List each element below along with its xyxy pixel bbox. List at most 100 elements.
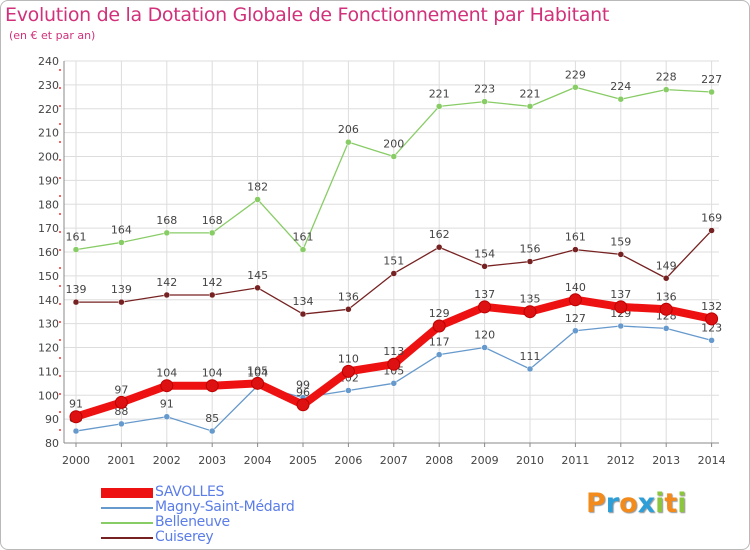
data-label: 132 bbox=[701, 300, 722, 313]
data-point bbox=[72, 427, 80, 435]
y-tick-label: 170 bbox=[38, 222, 59, 235]
data-label: 162 bbox=[429, 228, 450, 241]
data-point bbox=[254, 196, 261, 203]
x-tick-label: 2011 bbox=[561, 454, 589, 467]
data-point bbox=[662, 86, 670, 93]
x-tick-label: 2009 bbox=[471, 454, 499, 467]
y-tick-label: 140 bbox=[38, 294, 59, 307]
data-label: 105 bbox=[247, 364, 268, 377]
data-label: 159 bbox=[610, 235, 631, 248]
logo-letter: P bbox=[586, 488, 606, 519]
data-label: 168 bbox=[156, 214, 177, 227]
legend-label: Magny-Saint-Médard bbox=[155, 499, 295, 515]
data-point bbox=[662, 325, 670, 332]
logo-letter: i bbox=[655, 488, 665, 519]
x-tick-label: 2004 bbox=[244, 454, 272, 467]
y-tick-label: 220 bbox=[38, 103, 59, 116]
data-label: 137 bbox=[474, 288, 495, 301]
data-label: 96 bbox=[296, 386, 310, 399]
data-label: 136 bbox=[656, 290, 677, 303]
logo-letter: i bbox=[677, 488, 687, 519]
data-label: 161 bbox=[565, 231, 586, 244]
data-label: 227 bbox=[701, 73, 722, 86]
data-label: 137 bbox=[610, 288, 631, 301]
x-tick-label: 2014 bbox=[698, 454, 726, 467]
data-point bbox=[390, 270, 398, 277]
data-point bbox=[572, 327, 579, 335]
data-point bbox=[614, 300, 628, 314]
data-label: 154 bbox=[474, 247, 495, 260]
legend-label: Cuiserey bbox=[155, 529, 214, 545]
data-label: 224 bbox=[610, 80, 631, 93]
y-tick-label: 130 bbox=[38, 318, 59, 331]
y-tick-label: 150 bbox=[38, 270, 59, 283]
data-point bbox=[708, 227, 715, 234]
data-point bbox=[708, 337, 715, 344]
data-point bbox=[390, 380, 398, 387]
data-point bbox=[205, 379, 219, 393]
data-label: 113 bbox=[383, 345, 404, 358]
data-point bbox=[481, 344, 488, 351]
data-label: 110 bbox=[338, 352, 359, 365]
data-point bbox=[118, 239, 125, 246]
legend-swatch bbox=[101, 488, 153, 498]
data-label: 104 bbox=[202, 367, 223, 380]
data-label: 142 bbox=[202, 276, 223, 289]
data-label: 85 bbox=[205, 412, 219, 425]
data-point bbox=[208, 427, 216, 435]
data-point bbox=[435, 351, 443, 358]
legend-swatch bbox=[101, 537, 153, 539]
data-point bbox=[299, 246, 307, 253]
data-point bbox=[72, 246, 80, 253]
data-label: 145 bbox=[247, 269, 268, 282]
y-tick-label: 160 bbox=[38, 246, 59, 259]
series-cuiserey: 139 139 142 142 145 134 136 151 162 154 156 161 159 1… bbox=[66, 212, 722, 318]
data-point bbox=[435, 103, 443, 110]
x-tick-label: 2013 bbox=[652, 454, 680, 467]
data-label: 221 bbox=[520, 87, 541, 100]
data-point bbox=[208, 291, 216, 299]
legend-swatch bbox=[101, 507, 153, 509]
data-label: 161 bbox=[66, 231, 87, 244]
data-point bbox=[387, 357, 401, 371]
data-point bbox=[163, 229, 171, 237]
data-point bbox=[345, 138, 352, 146]
y-tick-label: 240 bbox=[38, 55, 59, 68]
data-point bbox=[523, 305, 537, 319]
y-tick-label: 200 bbox=[38, 151, 59, 164]
x-tick-label: 2007 bbox=[380, 454, 408, 467]
data-label: 168 bbox=[202, 214, 223, 227]
logo-letter: x bbox=[637, 488, 656, 519]
data-point bbox=[526, 258, 534, 265]
y-tick-label: 120 bbox=[38, 342, 59, 355]
data-point bbox=[345, 306, 352, 313]
data-label: 149 bbox=[656, 259, 677, 272]
data-label: 104 bbox=[247, 367, 268, 380]
data-point bbox=[254, 284, 261, 292]
data-point bbox=[708, 88, 715, 96]
data-point bbox=[118, 420, 125, 428]
x-tick-label: 2005 bbox=[289, 454, 317, 467]
logo-letter: t bbox=[664, 488, 678, 519]
data-point bbox=[481, 98, 488, 105]
chart-subtitle: (en € et par an) bbox=[9, 29, 96, 42]
data-label: 99 bbox=[296, 379, 310, 392]
data-label: 123 bbox=[701, 321, 722, 334]
data-point bbox=[114, 395, 128, 409]
x-tick-label: 2006 bbox=[334, 454, 362, 467]
data-label: 169 bbox=[701, 212, 722, 225]
data-point bbox=[659, 302, 673, 316]
x-tick-label: 2012 bbox=[607, 454, 635, 467]
data-point bbox=[617, 95, 625, 103]
data-label: 129 bbox=[429, 307, 450, 320]
data-label: 88 bbox=[114, 405, 128, 418]
y-tick-label: 230 bbox=[38, 79, 59, 92]
data-label: 135 bbox=[520, 293, 541, 306]
series-belleneuve: 161 164 168 168 182 161 206 200 221 223 221 229 224 2… bbox=[66, 68, 722, 253]
data-label: 200 bbox=[383, 138, 404, 151]
data-label: 91 bbox=[69, 398, 83, 411]
data-point bbox=[118, 298, 125, 306]
data-point bbox=[72, 298, 80, 306]
y-tick-label: 110 bbox=[38, 365, 59, 378]
